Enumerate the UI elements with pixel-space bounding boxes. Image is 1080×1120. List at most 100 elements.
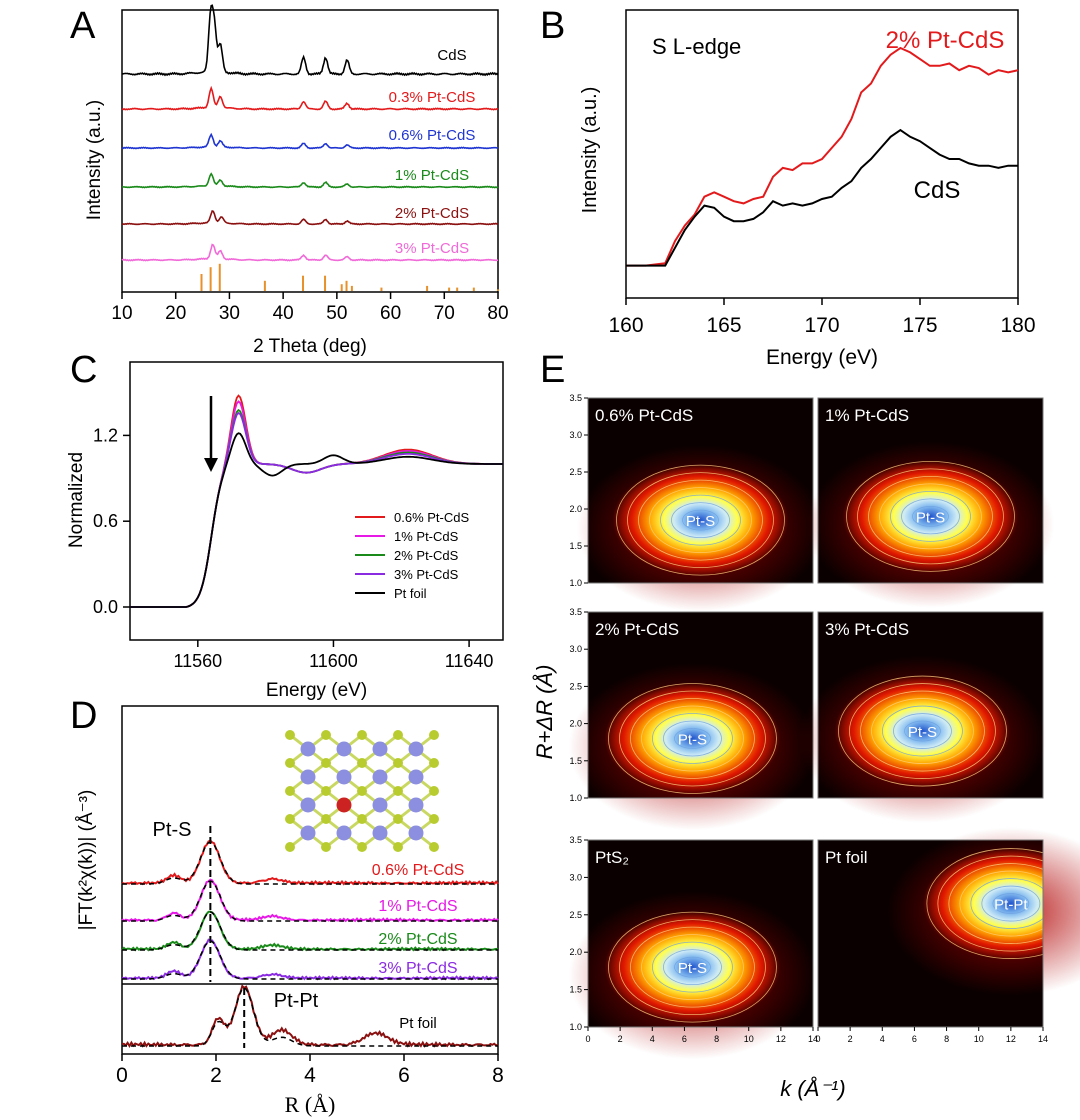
inset-sulfur-atom	[357, 758, 367, 768]
xanes-ytick-label-0: 0.0	[93, 597, 118, 617]
wavelet-contour	[890, 491, 971, 542]
wavelet-inner	[842, 460, 1019, 573]
wavelet-contour	[619, 690, 766, 787]
sl-xtick-label-2: 170	[804, 314, 839, 337]
panel-letter-d: D	[70, 695, 97, 737]
wavelet-xtick-label: 4	[880, 1034, 885, 1044]
sl-line-1	[626, 128, 1018, 267]
wavelet-xtick-label: 14	[808, 1034, 818, 1044]
xrd-xtick-label-4: 50	[326, 303, 347, 324]
wavelet-inner	[604, 682, 781, 795]
wavelet-contour	[970, 878, 1043, 929]
ft-label-0: 0.6% Pt-CdS	[372, 862, 464, 879]
wavelet-contour	[959, 870, 1043, 937]
wavelet-contour	[912, 506, 949, 527]
wavelet-ytick-label: 1.0	[569, 793, 582, 803]
xanes-ytick-label-2: 1.2	[93, 425, 118, 445]
inset-cadmium-atom	[300, 769, 316, 785]
wavelet-ytick-label: 3.0	[569, 430, 582, 440]
wavelet-xtick-label: 0	[585, 1034, 590, 1044]
inset-sulfur-atom	[429, 842, 439, 852]
wavelet-ytick-label: 2.5	[569, 467, 582, 477]
xanes-legend-label-1: 1% Pt-CdS	[394, 529, 459, 544]
ft-fit-3	[122, 940, 498, 980]
wavelet-ytick-label: 3.5	[569, 393, 582, 403]
wavelet-ytick-label: 2.5	[569, 681, 582, 691]
ft-xtick-label-0: 0	[116, 1064, 128, 1087]
xrd-xtick-label-2: 30	[219, 303, 240, 324]
wavelet-contour	[641, 934, 744, 1001]
wavelet-ytick-label: 3.0	[569, 644, 582, 654]
inset-cadmium-atom	[372, 769, 388, 785]
wavelet-contour	[926, 848, 1043, 959]
wavelet-frame	[817, 611, 1044, 799]
wavelet-xtick-label: 10	[974, 1034, 984, 1044]
ft-peak-label-pts: Pt-S	[153, 819, 192, 841]
wavelet-contour	[901, 498, 960, 535]
panel-letter-c: C	[70, 349, 97, 391]
wavelet-xtick-label: 4	[650, 1034, 655, 1044]
panel-b-s-ledge: 2% Pt-CdS CdS S L-edge 160 165 170 175 180 Energ…	[579, 9, 1036, 369]
xrd-line-3	[121, 172, 499, 189]
wavelet-map-0: 0.6% Pt-CdS Pt-S 1.0 1.5 2.0 2.5 3.0 3.5	[569, 393, 825, 612]
inset-sulfur-atom	[321, 814, 331, 824]
wavelet-contour	[652, 713, 733, 764]
inset-sulfur-atom	[357, 786, 367, 796]
wavelet-contour	[948, 863, 1043, 944]
panel-d-ft-exafs: 0.6% Pt-CdS 1% Pt-CdS 2% Pt-CdS 3% Pt-CdS Pt…	[76, 705, 504, 1117]
ft-peak-label-ptpt: Pt-Pt	[274, 990, 319, 1012]
wavelet-contour	[616, 464, 785, 576]
wavelet-frame	[587, 397, 814, 584]
inset-cadmium-atom	[300, 825, 316, 841]
wavelet-xtick-label: 10	[744, 1034, 754, 1044]
inset-sulfur-atom	[393, 730, 403, 740]
xanes-xtick-label-0: 11560	[173, 651, 222, 671]
wavelet-contour	[893, 713, 952, 749]
inset-sulfur-atom	[429, 758, 439, 768]
wavelet-inner	[604, 911, 781, 1024]
wavelet-map-2: 2% Pt-CdS Pt-S 1.0 1.5 2.0 2.5 3.0 3.5	[568, 607, 817, 831]
wavelet-map-4: PtS₂ Pt-S 1.0 1.5 2.0 2.5 3.0 3.5 0 2 4 6 8 10 12 14	[568, 835, 818, 1060]
wavelet-peak-label: Pt-S	[908, 724, 937, 741]
xanes-legend-label-0: 0.6% Pt-CdS	[394, 510, 469, 525]
wavelet-contour	[879, 483, 982, 550]
wavelet-inner	[612, 464, 789, 577]
wavelet-contour	[849, 683, 996, 779]
wavelet-contour	[663, 720, 722, 757]
xrd-xtick-label-3: 40	[273, 303, 294, 324]
wavelet-ytick-label: 1.5	[569, 985, 582, 995]
wavelet-contour	[871, 698, 974, 764]
sl-label-cds: CdS	[914, 177, 961, 204]
sl-y-axis-title: Intensity (a.u.)	[579, 87, 601, 214]
wavelet-sample-label: 2% Pt-CdS	[595, 620, 679, 639]
xanes-line-4	[130, 432, 503, 608]
inset-sulfur-atom	[357, 842, 367, 852]
wavelet-contour	[860, 690, 985, 772]
xrd-line-2	[121, 132, 499, 150]
inset-sulfur-atom	[357, 814, 367, 824]
wavelet-contour	[630, 698, 755, 779]
inset-sulfur-atom	[285, 814, 295, 824]
xanes-ytick-label-1: 0.6	[93, 511, 118, 531]
wavelet-contour	[630, 926, 755, 1008]
wavelet-ytick-label: 2.0	[569, 947, 582, 957]
wavelet-sample-label: 1% Pt-CdS	[825, 406, 909, 425]
ft-y-axis-title: |FT(k²χ(k))| (Å⁻³)	[76, 790, 97, 931]
inset-sulfur-atom	[321, 758, 331, 768]
inset-cadmium-atom	[336, 769, 352, 785]
sl-xtick-label-3: 175	[902, 314, 937, 337]
inset-sulfur-atom	[285, 758, 295, 768]
wavelet-xtick-label: 2	[848, 1034, 853, 1044]
xrd-x-axis-title: 2 Theta (deg)	[253, 336, 367, 357]
wavelet-peak-label: Pt-S	[916, 509, 945, 526]
xrd-label-0: CdS	[437, 47, 466, 64]
inset-cadmium-atom	[300, 797, 316, 813]
wavelet-xtick-label: 6	[682, 1034, 687, 1044]
inset-sulfur-atom	[285, 730, 295, 740]
panel-a-frame	[121, 9, 499, 293]
xanes-xtick-label-1: 11600	[309, 651, 358, 671]
ft-fit-0	[122, 841, 498, 885]
wavelet-contour	[627, 472, 774, 568]
sl-line-0	[626, 46, 1019, 267]
wavelet-frame	[817, 397, 1044, 584]
